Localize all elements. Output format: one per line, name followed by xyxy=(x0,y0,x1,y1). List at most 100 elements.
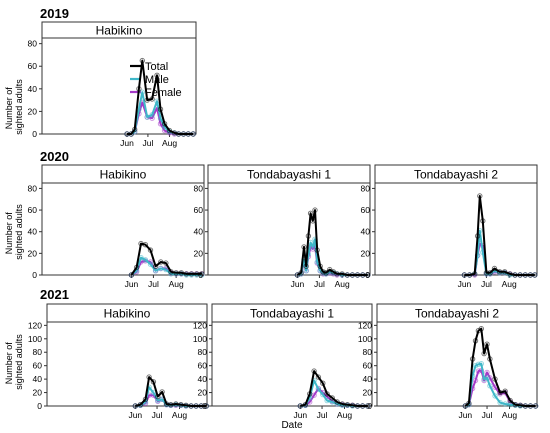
x-tick-label: Jun xyxy=(128,410,142,420)
data-point-male xyxy=(149,112,155,118)
data-point-total xyxy=(161,121,168,127)
data-point-total xyxy=(188,271,195,277)
panel-2020-tondabayashi-2: Tondabayashi 2 0 20 40 60 80 Jun Jul Aug xyxy=(361,164,538,289)
data-point-total xyxy=(359,403,366,409)
data-point-total xyxy=(492,376,498,382)
data-point-total xyxy=(512,272,518,278)
x-tick-label: Jun xyxy=(293,410,307,420)
x-tick-label: Jul xyxy=(152,410,163,420)
data-point-total xyxy=(349,402,356,408)
year-heading-2019: 2019 xyxy=(40,6,69,21)
x-tick-label: Aug xyxy=(172,410,187,420)
data-point-total xyxy=(183,271,190,277)
data-point-total xyxy=(307,391,313,397)
data-point-total xyxy=(507,271,513,277)
data-point-total xyxy=(166,127,173,134)
x-tick-label: Aug xyxy=(502,279,517,289)
data-point-total xyxy=(487,356,493,362)
y-axis-title-line1: Number of xyxy=(4,87,14,130)
data-point-male xyxy=(315,386,322,392)
x-tick-label: Jun xyxy=(120,138,134,148)
data-point-total xyxy=(150,379,157,385)
y-axis-title-2020: Number of sighted adults xyxy=(4,204,24,260)
data-point-total xyxy=(354,403,361,409)
data-point-male xyxy=(484,375,490,381)
data-point-male xyxy=(147,261,154,267)
data-point-total xyxy=(532,272,538,278)
data-point-total xyxy=(312,207,318,213)
x-tick-label: Aug xyxy=(337,410,352,420)
y-tick-label: 40 xyxy=(363,374,373,384)
data-point-total xyxy=(365,403,371,409)
data-point-total xyxy=(298,270,304,276)
data-point-total xyxy=(147,247,154,253)
y-tick-label: 120 xyxy=(28,320,42,330)
data-point-total xyxy=(315,374,322,380)
data-point-total xyxy=(484,341,490,347)
data-point-total xyxy=(302,402,309,408)
data-point-total xyxy=(158,259,164,265)
data-point-total xyxy=(297,403,303,409)
data-point-total xyxy=(132,126,138,133)
legend-total-label: Total xyxy=(145,61,168,73)
x-tick-label: Jun xyxy=(458,410,472,420)
data-point-male xyxy=(492,393,498,399)
data-point-male xyxy=(502,401,508,407)
data-point-total xyxy=(365,272,371,278)
y-axis-title-2019: Number of sighted adults xyxy=(4,79,24,135)
panel-title: Tondabayashi 1 xyxy=(247,168,331,182)
data-point-total xyxy=(324,391,330,397)
data-point-total xyxy=(193,403,199,409)
data-point-male xyxy=(144,114,150,120)
data-point-male xyxy=(475,361,482,367)
data-point-total xyxy=(301,244,307,250)
data-point-total xyxy=(334,399,340,405)
y-axis-title-2021: Number of sighted adults xyxy=(4,334,24,390)
panel-frame xyxy=(46,321,208,407)
x-tick-label: Jul xyxy=(481,279,492,289)
y-tick-label: 40 xyxy=(194,227,204,237)
data-point-total xyxy=(461,272,468,278)
y-tick-label: 60 xyxy=(28,205,38,215)
data-point-total xyxy=(311,368,317,374)
y-axis-title-line1: Number of xyxy=(4,212,14,255)
y-tick-label: 80 xyxy=(28,39,38,49)
y-tick-label: 20 xyxy=(28,106,38,116)
data-point-total xyxy=(199,271,205,277)
y-axis-title-line2: sighted adults xyxy=(14,204,24,260)
data-point-male xyxy=(497,399,503,406)
data-point-total xyxy=(305,233,312,239)
panel-frame xyxy=(376,321,538,407)
series-line-male xyxy=(464,362,536,407)
data-point-total xyxy=(344,272,350,278)
data-point-total xyxy=(329,395,335,401)
x-tick-label: Aug xyxy=(162,138,177,148)
data-point-total xyxy=(497,389,503,396)
data-point-total xyxy=(487,270,493,276)
data-point-total xyxy=(128,272,135,278)
data-point-total xyxy=(480,218,486,224)
data-point-total xyxy=(334,271,340,277)
y-tick-label: 0 xyxy=(32,270,37,280)
data-point-total xyxy=(472,338,479,344)
data-point-total xyxy=(303,263,309,269)
data-point-total xyxy=(466,272,473,278)
y-tick-label: 0 xyxy=(32,129,37,139)
data-point-total xyxy=(198,403,204,409)
data-point-total xyxy=(310,218,316,224)
x-axis-title: Date xyxy=(281,420,303,431)
x-tick-label: Aug xyxy=(169,279,184,289)
panel-2020-habikino: Habikino 0 20 40 60 80 Jun Jul Aug xyxy=(28,164,205,289)
data-point-total xyxy=(154,72,160,79)
y-tick-label: 0 xyxy=(37,401,42,411)
panel-2020-tondabayashi-1: Tondabayashi 1 0 20 40 60 80 Jun Jul Aug xyxy=(194,164,371,289)
x-tick-label: Jun xyxy=(125,279,139,289)
data-point-total xyxy=(507,397,513,404)
y-tick-label: 0 xyxy=(202,401,207,411)
y-tick-label: 40 xyxy=(28,227,38,237)
y-tick-label: 80 xyxy=(361,183,371,193)
data-point-male xyxy=(163,266,169,273)
data-point-total xyxy=(132,403,139,409)
data-point-total xyxy=(168,269,174,275)
data-point-total xyxy=(527,403,534,409)
